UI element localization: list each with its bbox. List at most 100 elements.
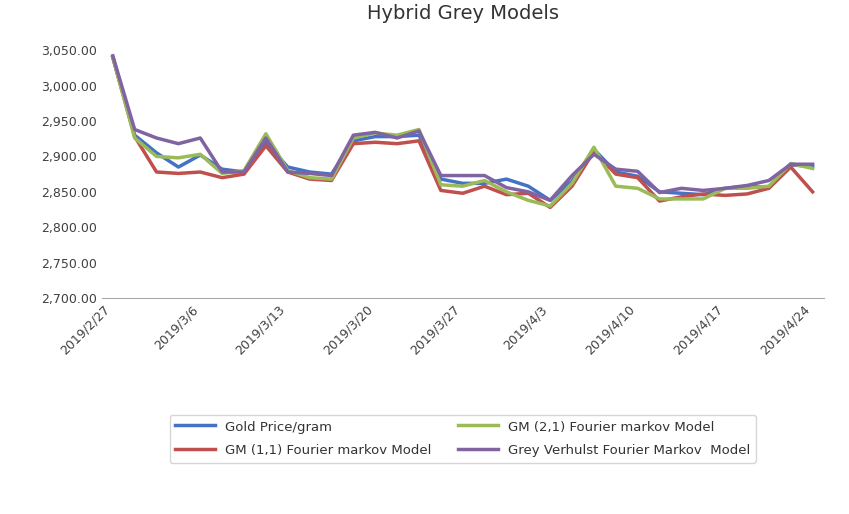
Gold Price/gram [195,152,205,158]
GM (2,1) Fourier markov Model [130,135,140,141]
Grey Verhulst Fourier Markov  Model [785,161,796,167]
GM (1,1) Fourier markov Model [436,187,446,193]
Gold Price/gram [239,169,249,175]
Grey Verhulst Fourier Markov  Model [173,141,183,147]
Grey Verhulst Fourier Markov  Model [633,168,643,174]
GM (2,1) Fourier markov Model [195,151,205,157]
GM (2,1) Fourier markov Model [764,183,774,189]
GM (1,1) Fourier markov Model [567,183,577,189]
Grey Verhulst Fourier Markov  Model [720,185,730,191]
GM (2,1) Fourier markov Model [698,196,708,202]
GM (1,1) Fourier markov Model [764,185,774,191]
Gold Price/gram [567,178,577,185]
GM (1,1) Fourier markov Model [807,189,818,195]
Grey Verhulst Fourier Markov  Model [567,173,577,179]
GM (1,1) Fourier markov Model [370,139,380,145]
Grey Verhulst Fourier Markov  Model [764,177,774,183]
GM (1,1) Fourier markov Model [742,191,752,197]
GM (1,1) Fourier markov Model [589,149,599,155]
GM (2,1) Fourier markov Model [217,170,228,176]
Gold Price/gram [633,173,643,179]
GM (1,1) Fourier markov Model [677,194,687,200]
Grey Verhulst Fourier Markov  Model [480,173,490,179]
GM (2,1) Fourier markov Model [283,168,293,174]
GM (2,1) Fourier markov Model [458,183,468,189]
GM (2,1) Fourier markov Model [589,144,599,150]
Gold Price/gram [720,185,730,191]
GM (1,1) Fourier markov Model [502,192,512,198]
Gold Price/gram [283,164,293,170]
Grey Verhulst Fourier Markov  Model [413,128,424,134]
Grey Verhulst Fourier Markov  Model [305,170,315,176]
GM (2,1) Fourier markov Model [480,177,490,183]
Grey Verhulst Fourier Markov  Model [655,190,665,196]
Line: Grey Verhulst Fourier Markov  Model: Grey Verhulst Fourier Markov Model [113,56,812,200]
Grey Verhulst Fourier Markov  Model [392,135,402,141]
Gold Price/gram [130,132,140,138]
GM (2,1) Fourier markov Model [326,176,336,182]
GM (1,1) Fourier markov Model [305,176,315,182]
Grey Verhulst Fourier Markov  Model [523,189,533,195]
GM (1,1) Fourier markov Model [610,171,621,177]
Grey Verhulst Fourier Markov  Model [108,53,118,59]
GM (2,1) Fourier markov Model [413,126,424,133]
Line: GM (2,1) Fourier markov Model: GM (2,1) Fourier markov Model [113,57,812,206]
GM (2,1) Fourier markov Model [677,196,687,202]
Gold Price/gram [217,166,228,172]
GM (1,1) Fourier markov Model [633,175,643,181]
GM (1,1) Fourier markov Model [523,190,533,196]
GM (2,1) Fourier markov Model [108,54,118,60]
GM (2,1) Fourier markov Model [545,203,555,209]
Grey Verhulst Fourier Markov  Model [545,197,555,204]
Grey Verhulst Fourier Markov  Model [195,135,205,141]
GM (2,1) Fourier markov Model [239,168,249,174]
GM (2,1) Fourier markov Model [655,196,665,202]
GM (1,1) Fourier markov Model [720,192,730,198]
GM (1,1) Fourier markov Model [130,134,140,140]
GM (2,1) Fourier markov Model [305,175,315,181]
Grey Verhulst Fourier Markov  Model [742,182,752,189]
Gold Price/gram [413,132,424,138]
Grey Verhulst Fourier Markov  Model [370,129,380,135]
Gold Price/gram [610,169,621,175]
GM (1,1) Fourier markov Model [698,191,708,197]
Grey Verhulst Fourier Markov  Model [436,173,446,179]
GM (1,1) Fourier markov Model [458,190,468,196]
Gold Price/gram [392,134,402,140]
GM (2,1) Fourier markov Model [523,197,533,204]
GM (2,1) Fourier markov Model [502,189,512,195]
GM (1,1) Fourier markov Model [108,54,118,60]
GM (2,1) Fourier markov Model [720,185,730,191]
Gold Price/gram [785,162,796,168]
Gold Price/gram [742,183,752,189]
Gold Price/gram [261,139,271,145]
Gold Price/gram [480,180,490,187]
Gold Price/gram [370,134,380,140]
Grey Verhulst Fourier Markov  Model [261,135,271,141]
GM (2,1) Fourier markov Model [567,180,577,187]
GM (2,1) Fourier markov Model [785,160,796,167]
GM (2,1) Fourier markov Model [633,185,643,191]
GM (1,1) Fourier markov Model [283,169,293,175]
Line: GM (1,1) Fourier markov Model: GM (1,1) Fourier markov Model [113,57,812,208]
Title: Hybrid Grey Models: Hybrid Grey Models [367,4,559,23]
GM (1,1) Fourier markov Model [655,198,665,204]
GM (1,1) Fourier markov Model [413,138,424,144]
Gold Price/gram [677,190,687,196]
GM (1,1) Fourier markov Model [173,170,183,176]
GM (1,1) Fourier markov Model [217,175,228,181]
Gold Price/gram [458,180,468,187]
Grey Verhulst Fourier Markov  Model [239,169,249,175]
GM (2,1) Fourier markov Model [742,185,752,191]
Grey Verhulst Fourier Markov  Model [610,166,621,172]
Line: Gold Price/gram: Gold Price/gram [113,57,812,200]
Gold Price/gram [698,192,708,198]
Grey Verhulst Fourier Markov  Model [502,185,512,191]
Grey Verhulst Fourier Markov  Model [807,161,818,167]
Gold Price/gram [305,169,315,175]
GM (1,1) Fourier markov Model [195,169,205,175]
Grey Verhulst Fourier Markov  Model [326,173,336,179]
Gold Price/gram [348,138,358,144]
Grey Verhulst Fourier Markov  Model [458,173,468,179]
GM (1,1) Fourier markov Model [480,183,490,189]
